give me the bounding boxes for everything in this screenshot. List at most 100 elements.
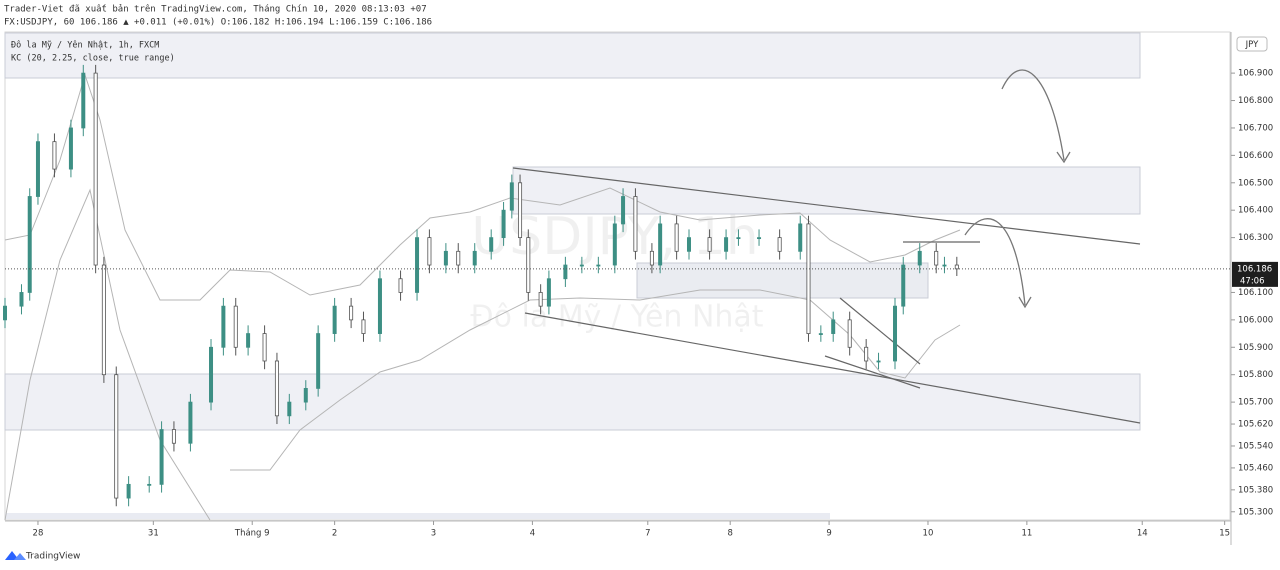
candle-body (798, 223, 803, 252)
candle-body (188, 401, 193, 444)
candle-body (579, 264, 584, 267)
candles (3, 64, 959, 507)
candle-body (518, 182, 523, 239)
candle-body (159, 429, 164, 485)
countdown-label: 47:06 (1240, 276, 1265, 286)
x-tick-label: 8 (727, 529, 732, 539)
wedge-line (839, 297, 921, 365)
candle-body (27, 196, 32, 293)
x-tick-label: 28 (33, 529, 44, 539)
candle-body (233, 305, 238, 348)
candle-body (596, 264, 601, 267)
candle-body (93, 72, 98, 266)
legend-indicator: KC (20, 2.25, close, true range) (11, 54, 175, 64)
candle-body (171, 429, 176, 444)
candle-body (876, 360, 881, 363)
candle-body (209, 346, 214, 403)
logo (5, 551, 19, 560)
candle-body (456, 250, 461, 266)
candle-body (246, 333, 251, 348)
zone-edge (5, 513, 830, 519)
candle-body (114, 374, 119, 499)
published-line: Trader-Viet đã xuất bản trên TradingView… (4, 4, 427, 15)
y-tick-label: 106.500 (1238, 178, 1273, 188)
x-tick-label: Tháng 9 (234, 529, 270, 539)
x-tick-label: 4 (530, 529, 535, 539)
y-tick-label: 105.800 (1238, 370, 1273, 380)
candle-body (509, 182, 514, 211)
candle-body (658, 223, 663, 266)
y-tick-label: 106.000 (1238, 315, 1273, 325)
candle-body (864, 346, 869, 362)
candle-body (274, 360, 279, 417)
candle-body (954, 264, 959, 270)
arrow-head (1018, 296, 1032, 309)
candle-body (147, 483, 152, 486)
y-tick-label: 105.460 (1238, 463, 1273, 473)
candle-body (917, 250, 922, 266)
x-tick-label: 10 (923, 529, 934, 539)
x-tick-label: 2 (332, 529, 337, 539)
arrow (964, 218, 1026, 306)
y-tick-label: 106.600 (1238, 151, 1273, 161)
candle-body (427, 237, 432, 266)
candle-body (724, 237, 729, 252)
candle-body (612, 223, 617, 266)
candle-body (546, 278, 551, 307)
x-tick-label: 9 (826, 529, 831, 539)
x-tick-label: 3 (431, 529, 436, 539)
candle-body (443, 250, 448, 266)
quote-line: FX:USDJPY, 60 106.186 ▲ +0.011 (+0.01%) … (4, 18, 432, 28)
candle-body (674, 223, 679, 252)
candle-body (398, 278, 403, 293)
last-price-label: 106.186 (1237, 264, 1272, 274)
y-tick-label: 106.800 (1238, 96, 1273, 106)
y-tick-label: 106.400 (1238, 206, 1273, 216)
candle-body (806, 223, 811, 334)
currency-label: JPY (1245, 40, 1259, 50)
plot-frame (4, 31, 1231, 521)
candle-body (901, 264, 906, 307)
y-tick-label: 106.100 (1238, 288, 1273, 298)
x-tick-label: 15 (1219, 529, 1230, 539)
candle-body (489, 237, 494, 252)
candle-body (707, 237, 712, 252)
candle-body (818, 333, 823, 335)
y-tick-label: 105.900 (1238, 343, 1273, 353)
support-zone (4, 373, 1141, 431)
candle-body (361, 319, 366, 334)
candle-body (893, 305, 898, 362)
x-tick-label: 31 (148, 529, 159, 539)
candle-body (316, 333, 321, 389)
y-tick-label: 106.300 (1238, 233, 1273, 243)
trendline (524, 312, 1141, 424)
candle-body (526, 237, 531, 293)
kc-lower (230, 289, 961, 471)
candle-body (847, 319, 852, 348)
y-tick-label: 105.540 (1238, 441, 1273, 451)
candle-body (686, 237, 691, 252)
legend-symbol: Đô la Mỹ / Yên Nhật, 1h, FXCM (11, 40, 159, 51)
y-tick-label: 105.300 (1238, 507, 1273, 517)
candle-body (221, 305, 226, 348)
currency-badge[interactable] (1236, 36, 1268, 52)
candle-body (287, 401, 292, 417)
candle-body (19, 292, 24, 307)
candle-body (472, 250, 477, 266)
arrow (1001, 69, 1065, 161)
kc-upper (4, 73, 961, 301)
candle-body (777, 237, 782, 252)
candle-body (501, 209, 506, 239)
y-tick-label: 106.700 (1238, 123, 1273, 133)
y-tick-label: 105.620 (1238, 420, 1273, 430)
candle-body (621, 196, 626, 225)
candle-body (68, 127, 73, 170)
candle-body (52, 141, 57, 170)
resistance-zone (4, 32, 1141, 79)
candle-body (377, 278, 382, 334)
candle-body (563, 264, 568, 280)
brand: TradingView (25, 552, 80, 562)
y-tick-label: 105.700 (1238, 398, 1273, 408)
x-tick-label: 11 (1021, 529, 1032, 539)
